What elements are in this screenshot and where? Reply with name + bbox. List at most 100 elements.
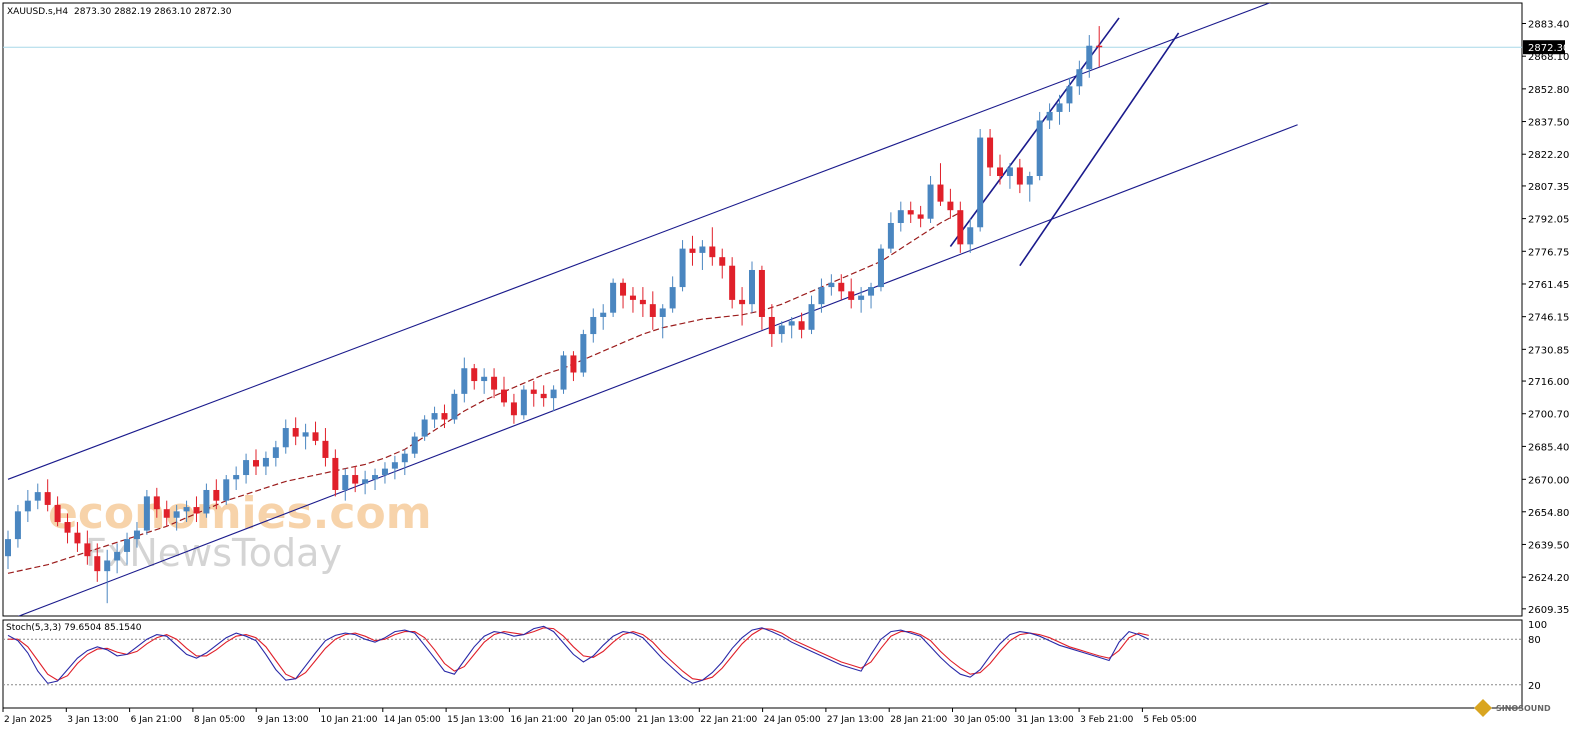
bull-candle[interactable] [282,428,289,448]
bull-candle[interactable] [183,507,190,512]
bull-candle[interactable] [451,393,458,420]
bull-candle[interactable] [1006,167,1013,177]
bear-candle[interactable] [798,321,805,330]
bull-candle[interactable] [580,334,587,373]
channel-line-lower[interactable] [8,124,1298,621]
bear-candle[interactable] [510,402,517,416]
bull-candle[interactable] [391,462,398,469]
bear-candle[interactable] [292,428,299,437]
bull-candle[interactable] [1066,86,1073,104]
bear-candle[interactable] [213,489,220,501]
bear-candle[interactable] [729,265,736,300]
bear-candle[interactable] [74,532,81,544]
bull-candle[interactable] [411,436,418,454]
bull-candle[interactable] [977,137,984,228]
bear-candle[interactable] [719,257,726,266]
bear-candle[interactable] [907,210,914,215]
bull-candle[interactable] [858,295,865,300]
bear-candle[interactable] [352,475,359,484]
bull-candle[interactable] [927,184,934,219]
bull-candle[interactable] [897,210,904,223]
bear-candle[interactable] [639,299,646,305]
bull-candle[interactable] [272,447,279,458]
bear-candle[interactable] [987,137,994,168]
bull-candle[interactable] [659,308,666,317]
bear-candle[interactable] [94,556,101,572]
bull-candle[interactable] [610,282,617,313]
bull-candle[interactable] [381,468,388,476]
bull-candle[interactable] [362,479,369,484]
bear-candle[interactable] [848,291,855,300]
bear-candle[interactable] [471,368,478,382]
bull-candle[interactable] [1036,120,1043,177]
bear-candle[interactable] [44,492,51,505]
bull-candle[interactable] [372,475,379,480]
bear-candle[interactable] [758,269,765,317]
bear-candle[interactable] [620,282,627,296]
bear-candle[interactable] [332,457,339,490]
channel-line-upper[interactable] [7,0,1298,480]
bull-candle[interactable] [818,287,825,305]
bear-candle[interactable] [997,167,1003,177]
bull-candle[interactable] [828,282,835,288]
bear-candle[interactable] [540,393,547,399]
bull-candle[interactable] [877,248,884,288]
bull-candle[interactable] [679,248,686,288]
bull-candle[interactable] [133,530,140,540]
bear-candle[interactable] [937,184,944,202]
bull-candle[interactable] [24,500,31,512]
bull-candle[interactable] [401,453,408,463]
bull-candle[interactable] [868,287,875,296]
bull-candle[interactable] [967,227,974,245]
channel-line-steep_lower[interactable] [1019,32,1180,267]
bear-candle[interactable] [838,282,845,292]
bear-candle[interactable] [84,543,91,557]
bull-candle[interactable] [461,368,468,394]
bear-candle[interactable] [739,299,746,305]
bear-candle[interactable] [193,507,200,514]
bull-candle[interactable] [1086,45,1093,70]
bull-candle[interactable] [1056,103,1063,112]
bull-candle[interactable] [481,376,488,382]
bear-candle[interactable] [689,248,696,253]
bear-candle[interactable] [629,295,636,300]
bear-candle[interactable] [441,413,448,420]
bear-candle[interactable] [530,389,537,394]
bull-candle[interactable] [14,511,21,540]
bull-candle[interactable] [143,496,150,531]
bear-candle[interactable] [54,504,61,523]
bull-candle[interactable] [124,539,131,552]
bull-candle[interactable] [778,325,785,335]
bear-candle[interactable] [153,496,160,510]
bull-candle[interactable] [550,389,557,399]
bull-candle[interactable] [104,560,111,572]
bear-candle[interactable] [163,509,170,518]
bull-candle[interactable] [808,304,815,330]
bull-candle[interactable] [520,389,527,416]
bull-candle[interactable] [342,475,349,490]
bear-candle[interactable] [491,376,498,390]
bull-candle[interactable] [262,457,269,467]
bull-candle[interactable] [173,511,180,518]
bull-candle[interactable] [243,460,250,476]
bull-candle[interactable] [1026,176,1033,185]
bull-candle[interactable] [669,287,676,309]
bull-candle[interactable] [114,551,121,561]
bull-candle[interactable] [600,312,607,317]
bear-candle[interactable] [501,389,507,403]
bear-candle[interactable] [312,432,319,441]
bull-candle[interactable] [1076,69,1083,87]
bear-candle[interactable] [649,304,656,317]
bear-candle[interactable] [917,214,924,219]
bull-candle[interactable] [34,492,41,501]
bull-candle[interactable] [887,222,894,249]
bull-candle[interactable] [223,479,230,501]
bear-candle[interactable] [253,460,259,467]
bull-candle[interactable] [233,475,240,480]
bull-candle[interactable] [749,269,755,305]
bear-candle[interactable] [1096,45,1103,48]
bull-candle[interactable] [788,321,795,326]
channel-line-steep_upper[interactable] [949,17,1120,247]
bear-candle[interactable] [570,355,577,373]
bull-candle[interactable] [699,246,706,253]
